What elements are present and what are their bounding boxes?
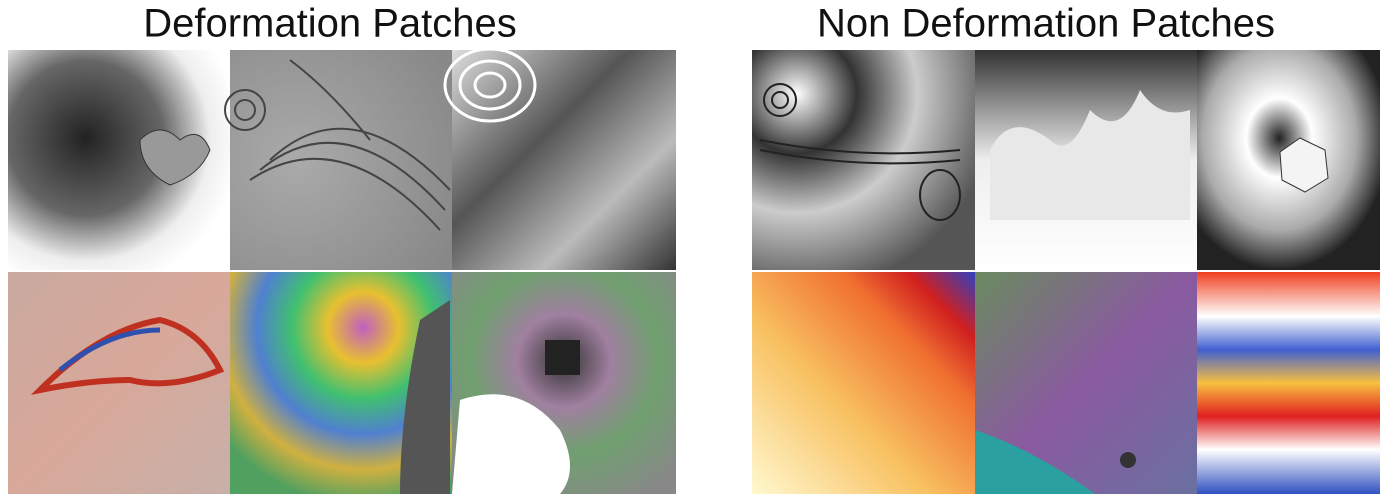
page: Deformation Patches Non Deformation Patc… [0, 0, 1380, 496]
patch-image [452, 50, 676, 270]
patch-shadow [545, 340, 580, 375]
figure: Deformation Patches Non Deformation Patc… [0, 0, 1380, 496]
panel-title: Deformation Patches [143, 2, 517, 46]
patch-image [1197, 272, 1380, 494]
patch-image [752, 50, 975, 270]
patch-image [752, 272, 975, 494]
panel-title: Non Deformation Patches [817, 2, 1275, 46]
non-deformation-patches [752, 50, 1380, 494]
patch-feature [1120, 452, 1136, 468]
deformation-patches [8, 49, 676, 494]
